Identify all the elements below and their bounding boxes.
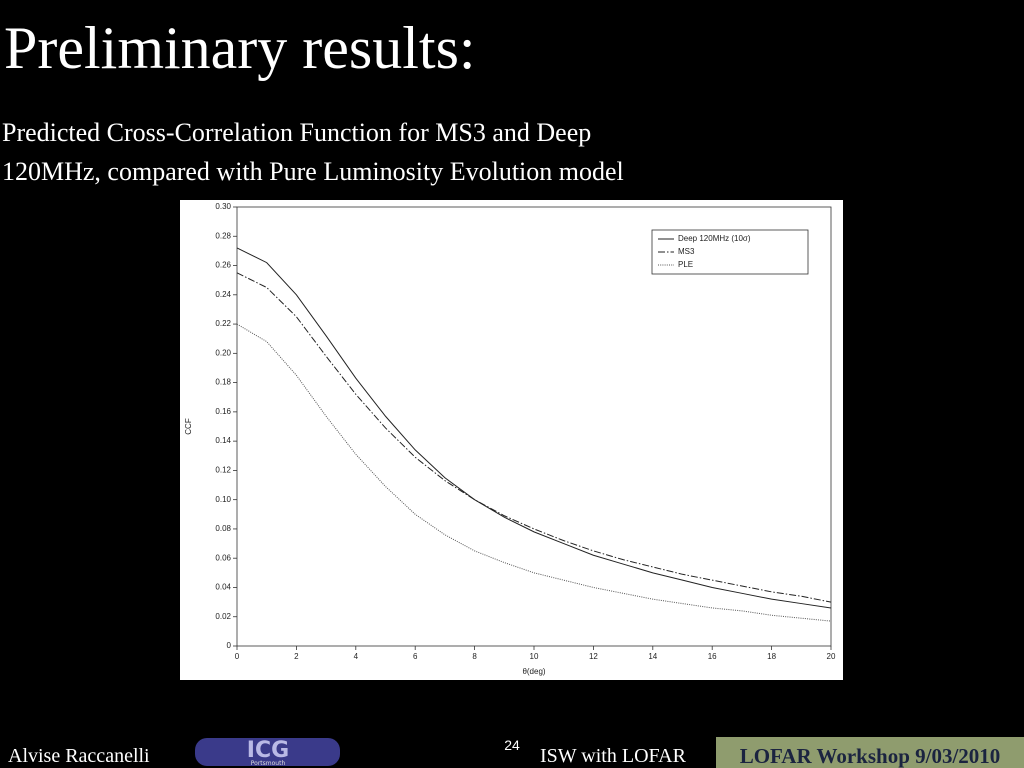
x-tick-label: 10 [530, 652, 539, 661]
y-tick-label: 0.26 [215, 261, 231, 270]
y-tick-label: 0.30 [215, 202, 231, 211]
series-line [236, 323, 832, 622]
y-tick-label: 0.04 [215, 583, 231, 592]
legend-label: Deep 120MHz (10σ) [678, 234, 751, 243]
y-axis-label: CCF [184, 418, 193, 435]
y-tick-label: 0.10 [215, 495, 231, 504]
y-tick-label: 0.14 [215, 436, 231, 445]
y-tick-label: 0.28 [215, 231, 231, 240]
chart: 0 0.02 0.04 0.06 0.08 0.10 0.12 0.14 0.16 0.18 0.2… [184, 202, 836, 676]
series-line [236, 247, 832, 609]
x-tick-label: 12 [589, 652, 598, 661]
x-tick-label: 4 [354, 652, 359, 661]
x-axis-label: θ(deg) [522, 667, 545, 676]
y-tick-label: 0.02 [215, 612, 231, 621]
page-number: 24 [504, 737, 520, 753]
event-banner [716, 737, 1024, 768]
x-tick-label: 20 [827, 652, 836, 661]
logo: ICG Portsmouth [195, 738, 340, 767]
x-tick-label: 16 [708, 652, 717, 661]
y-tick-label: 0.22 [215, 319, 231, 328]
author: Alvise Raccanelli [8, 745, 150, 767]
subtitle: 120MHz, compared with Pure Luminosity Ev… [2, 157, 624, 186]
y-tick-label: 0.06 [215, 553, 231, 562]
y-tick-label: 0.08 [215, 524, 231, 533]
x-tick-label: 0 [235, 652, 240, 661]
event: LOFAR Workshop 9/03/2010 [740, 744, 1001, 768]
y-tick-label: 0.18 [215, 378, 231, 387]
legend-label: MS3 [678, 247, 695, 256]
talk-title: ISW with LOFAR [540, 745, 687, 767]
legend-label: PLE [678, 260, 693, 269]
y-tick-label: 0.20 [215, 348, 231, 357]
x-tick-label: 8 [472, 652, 477, 661]
x-tick-label: 14 [648, 652, 657, 661]
series-line [236, 272, 832, 603]
x-tick-label: 6 [413, 652, 418, 661]
subtitle: Predicted Cross-Correlation Function for… [2, 118, 591, 147]
y-tick-label: 0.16 [215, 407, 231, 416]
legend-box [651, 229, 809, 275]
slide-title: Preliminary results: [4, 15, 476, 81]
x-tick-label: 18 [767, 652, 776, 661]
logo-text: ICG [247, 738, 289, 763]
chart-background [180, 200, 843, 680]
x-tick-label: 2 [294, 652, 299, 661]
y-tick-label: 0.24 [215, 290, 231, 299]
y-tick-label: 0 [227, 641, 232, 650]
logo-shape [195, 738, 340, 766]
logo-subtext: Portsmouth [251, 760, 286, 767]
y-tick-label: 0.12 [215, 466, 231, 475]
